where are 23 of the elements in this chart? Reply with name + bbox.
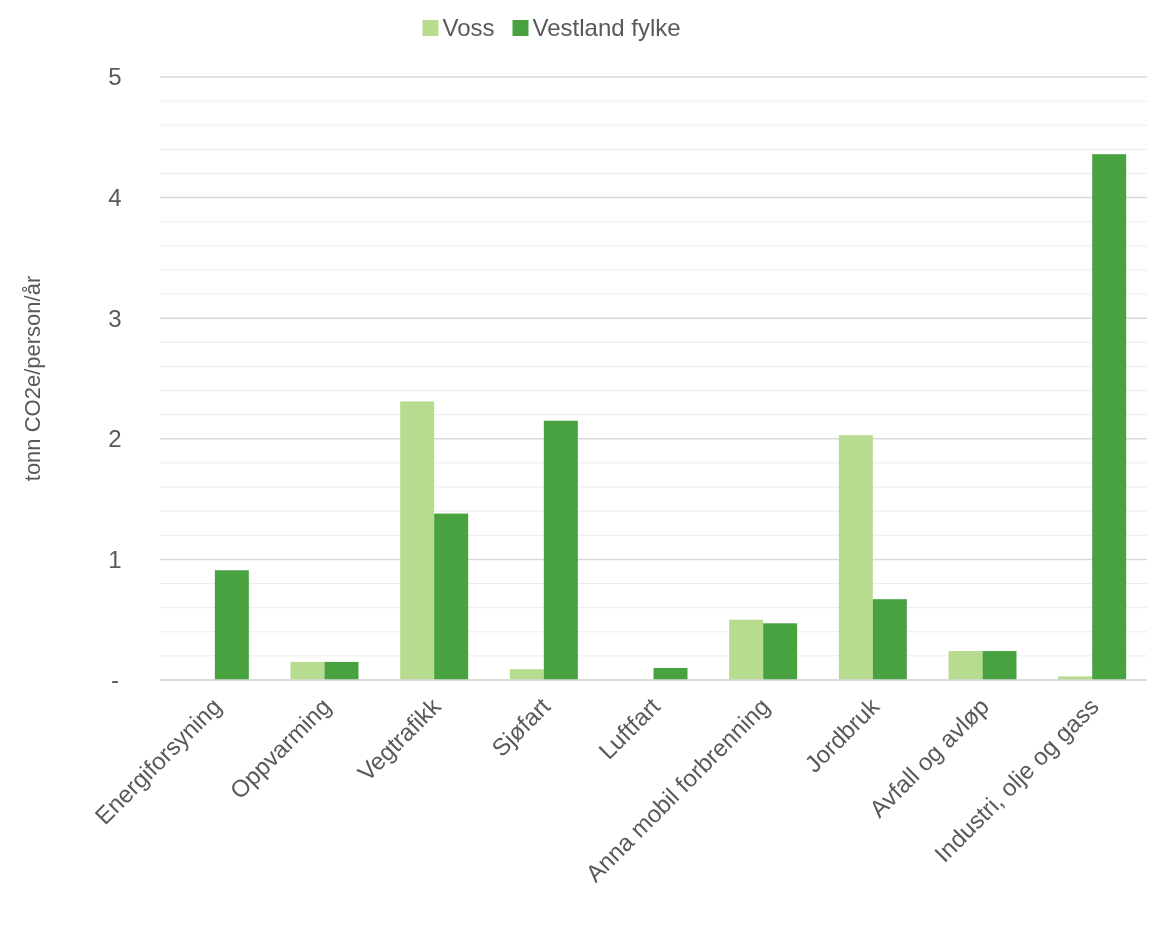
bar	[324, 661, 359, 680]
y-tick-label: 5	[108, 63, 122, 91]
y-tick-label: 1	[108, 545, 122, 573]
y-axis-title: tonn CO2e/person/år	[20, 275, 45, 482]
y-tick-label: 2	[108, 425, 122, 453]
bar	[214, 570, 249, 680]
bar	[948, 651, 983, 680]
bar	[509, 669, 544, 680]
y-tick-label: -	[111, 666, 119, 694]
bar	[729, 619, 764, 680]
bar	[872, 599, 907, 680]
legend-label: Vestland fylke	[532, 14, 681, 42]
y-tick-label: 3	[108, 304, 122, 332]
bar	[434, 513, 469, 680]
bar	[763, 623, 798, 680]
bar	[982, 651, 1017, 680]
bar	[400, 401, 435, 680]
bar	[838, 435, 873, 680]
bar	[290, 661, 325, 680]
y-tick-label: 4	[108, 184, 122, 211]
bar	[543, 420, 578, 680]
legend-label: Voss	[442, 14, 495, 42]
bar	[1092, 154, 1127, 680]
